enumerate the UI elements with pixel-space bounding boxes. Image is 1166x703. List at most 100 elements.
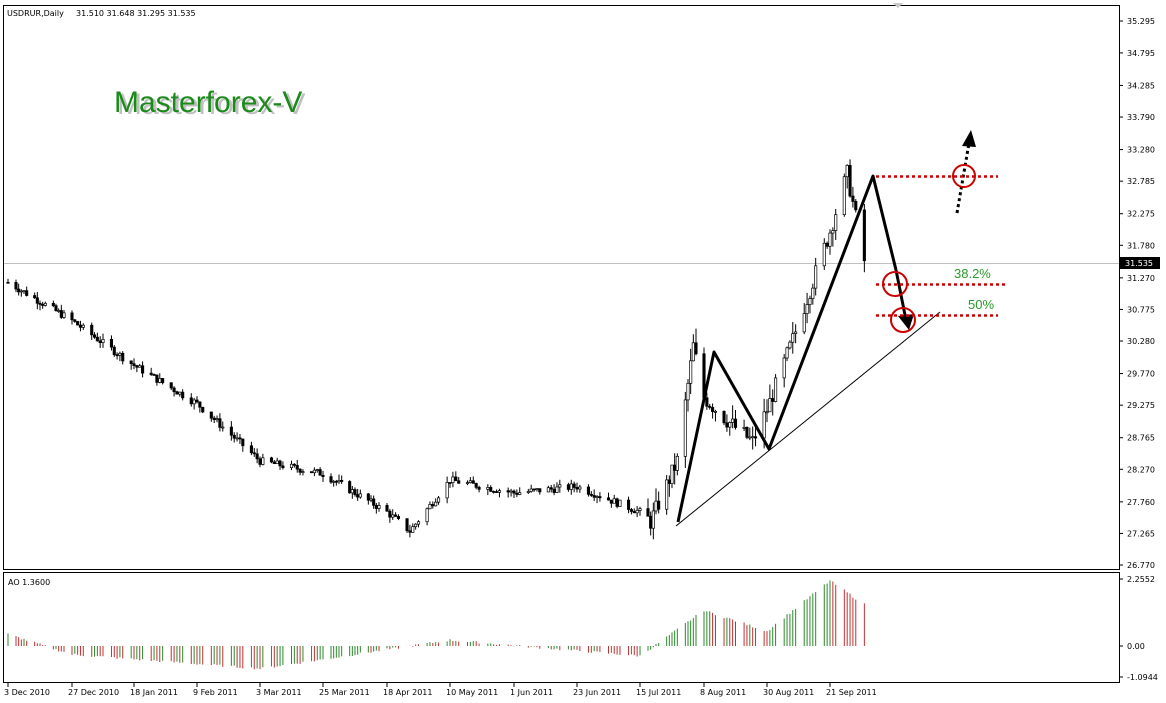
candle-body <box>372 498 376 506</box>
circle-high <box>952 164 976 188</box>
candle-body <box>689 360 693 384</box>
price-tick-label: 31.780 <box>1127 241 1155 250</box>
ao-axis: 2.2552 0.00 -1.0944 <box>1119 575 1158 682</box>
candle-body <box>489 487 493 492</box>
candle-body <box>728 422 732 428</box>
candle-body <box>575 487 579 490</box>
candle-body <box>675 455 679 471</box>
candle-body <box>572 483 576 488</box>
candle-body <box>768 398 772 413</box>
candle-body <box>19 290 23 293</box>
price-tick-label: 29.275 <box>1127 401 1155 410</box>
candle-body <box>54 305 58 312</box>
candle-body <box>6 281 10 284</box>
candle-body <box>298 468 302 473</box>
candle-body <box>209 411 213 419</box>
candle-body <box>785 347 789 359</box>
candle-body <box>35 297 39 304</box>
candle-body <box>258 458 262 465</box>
candle-body <box>425 508 429 523</box>
candle-body <box>848 165 852 197</box>
candle-body <box>428 504 432 510</box>
candle-body <box>275 460 279 465</box>
candle-body <box>457 480 461 484</box>
candle-body <box>558 484 562 488</box>
candle-body <box>329 476 333 483</box>
candle-body <box>569 483 573 490</box>
candle-body <box>589 493 593 496</box>
time-tick-label: 21 Sep 2011 <box>826 688 877 697</box>
candle-body <box>374 504 378 509</box>
candle-body <box>842 176 846 216</box>
candle-body <box>14 282 18 290</box>
candle-body <box>794 331 798 334</box>
candle-body <box>448 482 452 484</box>
candle-body <box>851 195 855 202</box>
candle-body <box>742 426 746 429</box>
candle-body <box>635 510 639 514</box>
candle-body <box>169 382 173 389</box>
candle-body <box>81 324 85 328</box>
candle-body <box>101 338 105 344</box>
candle-body <box>175 391 179 395</box>
candle-body <box>181 391 185 399</box>
candle-body <box>366 493 370 501</box>
candle-body <box>241 438 245 447</box>
candles <box>6 159 866 540</box>
candle-body <box>215 418 219 421</box>
candle-body <box>391 514 395 518</box>
candle-body <box>340 480 344 482</box>
candle-body <box>512 490 516 494</box>
candle-body <box>369 498 373 501</box>
candle-body <box>289 463 294 469</box>
candle-body <box>808 298 812 305</box>
time-tick-label: 15 Jul 2011 <box>636 688 681 697</box>
circle-50 <box>890 307 916 333</box>
candle-body <box>497 490 502 493</box>
ao-bars <box>7 580 865 670</box>
candle-body <box>201 406 205 413</box>
candle-body <box>348 481 352 494</box>
candle-body <box>670 464 674 484</box>
price-tick-label: 27.760 <box>1127 498 1155 507</box>
candle-body <box>834 214 838 231</box>
indicator-panel <box>3 572 1120 683</box>
candle-body <box>158 378 162 383</box>
candle-body <box>292 463 296 466</box>
arrow-head-up <box>962 130 976 147</box>
candle-body <box>212 417 216 421</box>
candle-body <box>261 457 265 465</box>
candle-body <box>811 287 815 299</box>
price-tick-label: 33.280 <box>1127 146 1155 155</box>
candle-body <box>121 352 125 362</box>
circle-382 <box>882 271 908 297</box>
candle-body <box>506 490 510 493</box>
candle-body <box>725 422 729 428</box>
watermark: Masterforex-V <box>114 86 302 119</box>
candle-body <box>138 365 142 368</box>
ohlc-label: 31.510 31.648 31.295 31.535 <box>76 9 196 18</box>
candle-body <box>252 452 256 455</box>
wave-polyline <box>676 174 898 523</box>
candle-body <box>172 387 176 393</box>
candle-body <box>132 363 136 366</box>
candle-body <box>385 505 389 512</box>
candle-body <box>638 508 642 511</box>
candle-body <box>733 418 738 428</box>
candle-body <box>566 484 570 490</box>
candle-body <box>309 471 314 474</box>
candle-body <box>414 523 418 528</box>
candle-body <box>70 312 74 321</box>
candle-body <box>694 342 698 355</box>
candle-body <box>431 504 435 507</box>
candle-body <box>788 341 792 349</box>
candle-body <box>486 487 490 490</box>
price-tick-label: 29.770 <box>1127 370 1155 379</box>
price-tick-label: 34.285 <box>1127 81 1155 90</box>
price-tick-label: 28.270 <box>1127 465 1155 474</box>
ao-tick-label: 0.00 <box>1127 642 1145 651</box>
candle-body <box>195 399 199 403</box>
candle-body <box>62 312 66 318</box>
candle-body <box>515 492 519 495</box>
